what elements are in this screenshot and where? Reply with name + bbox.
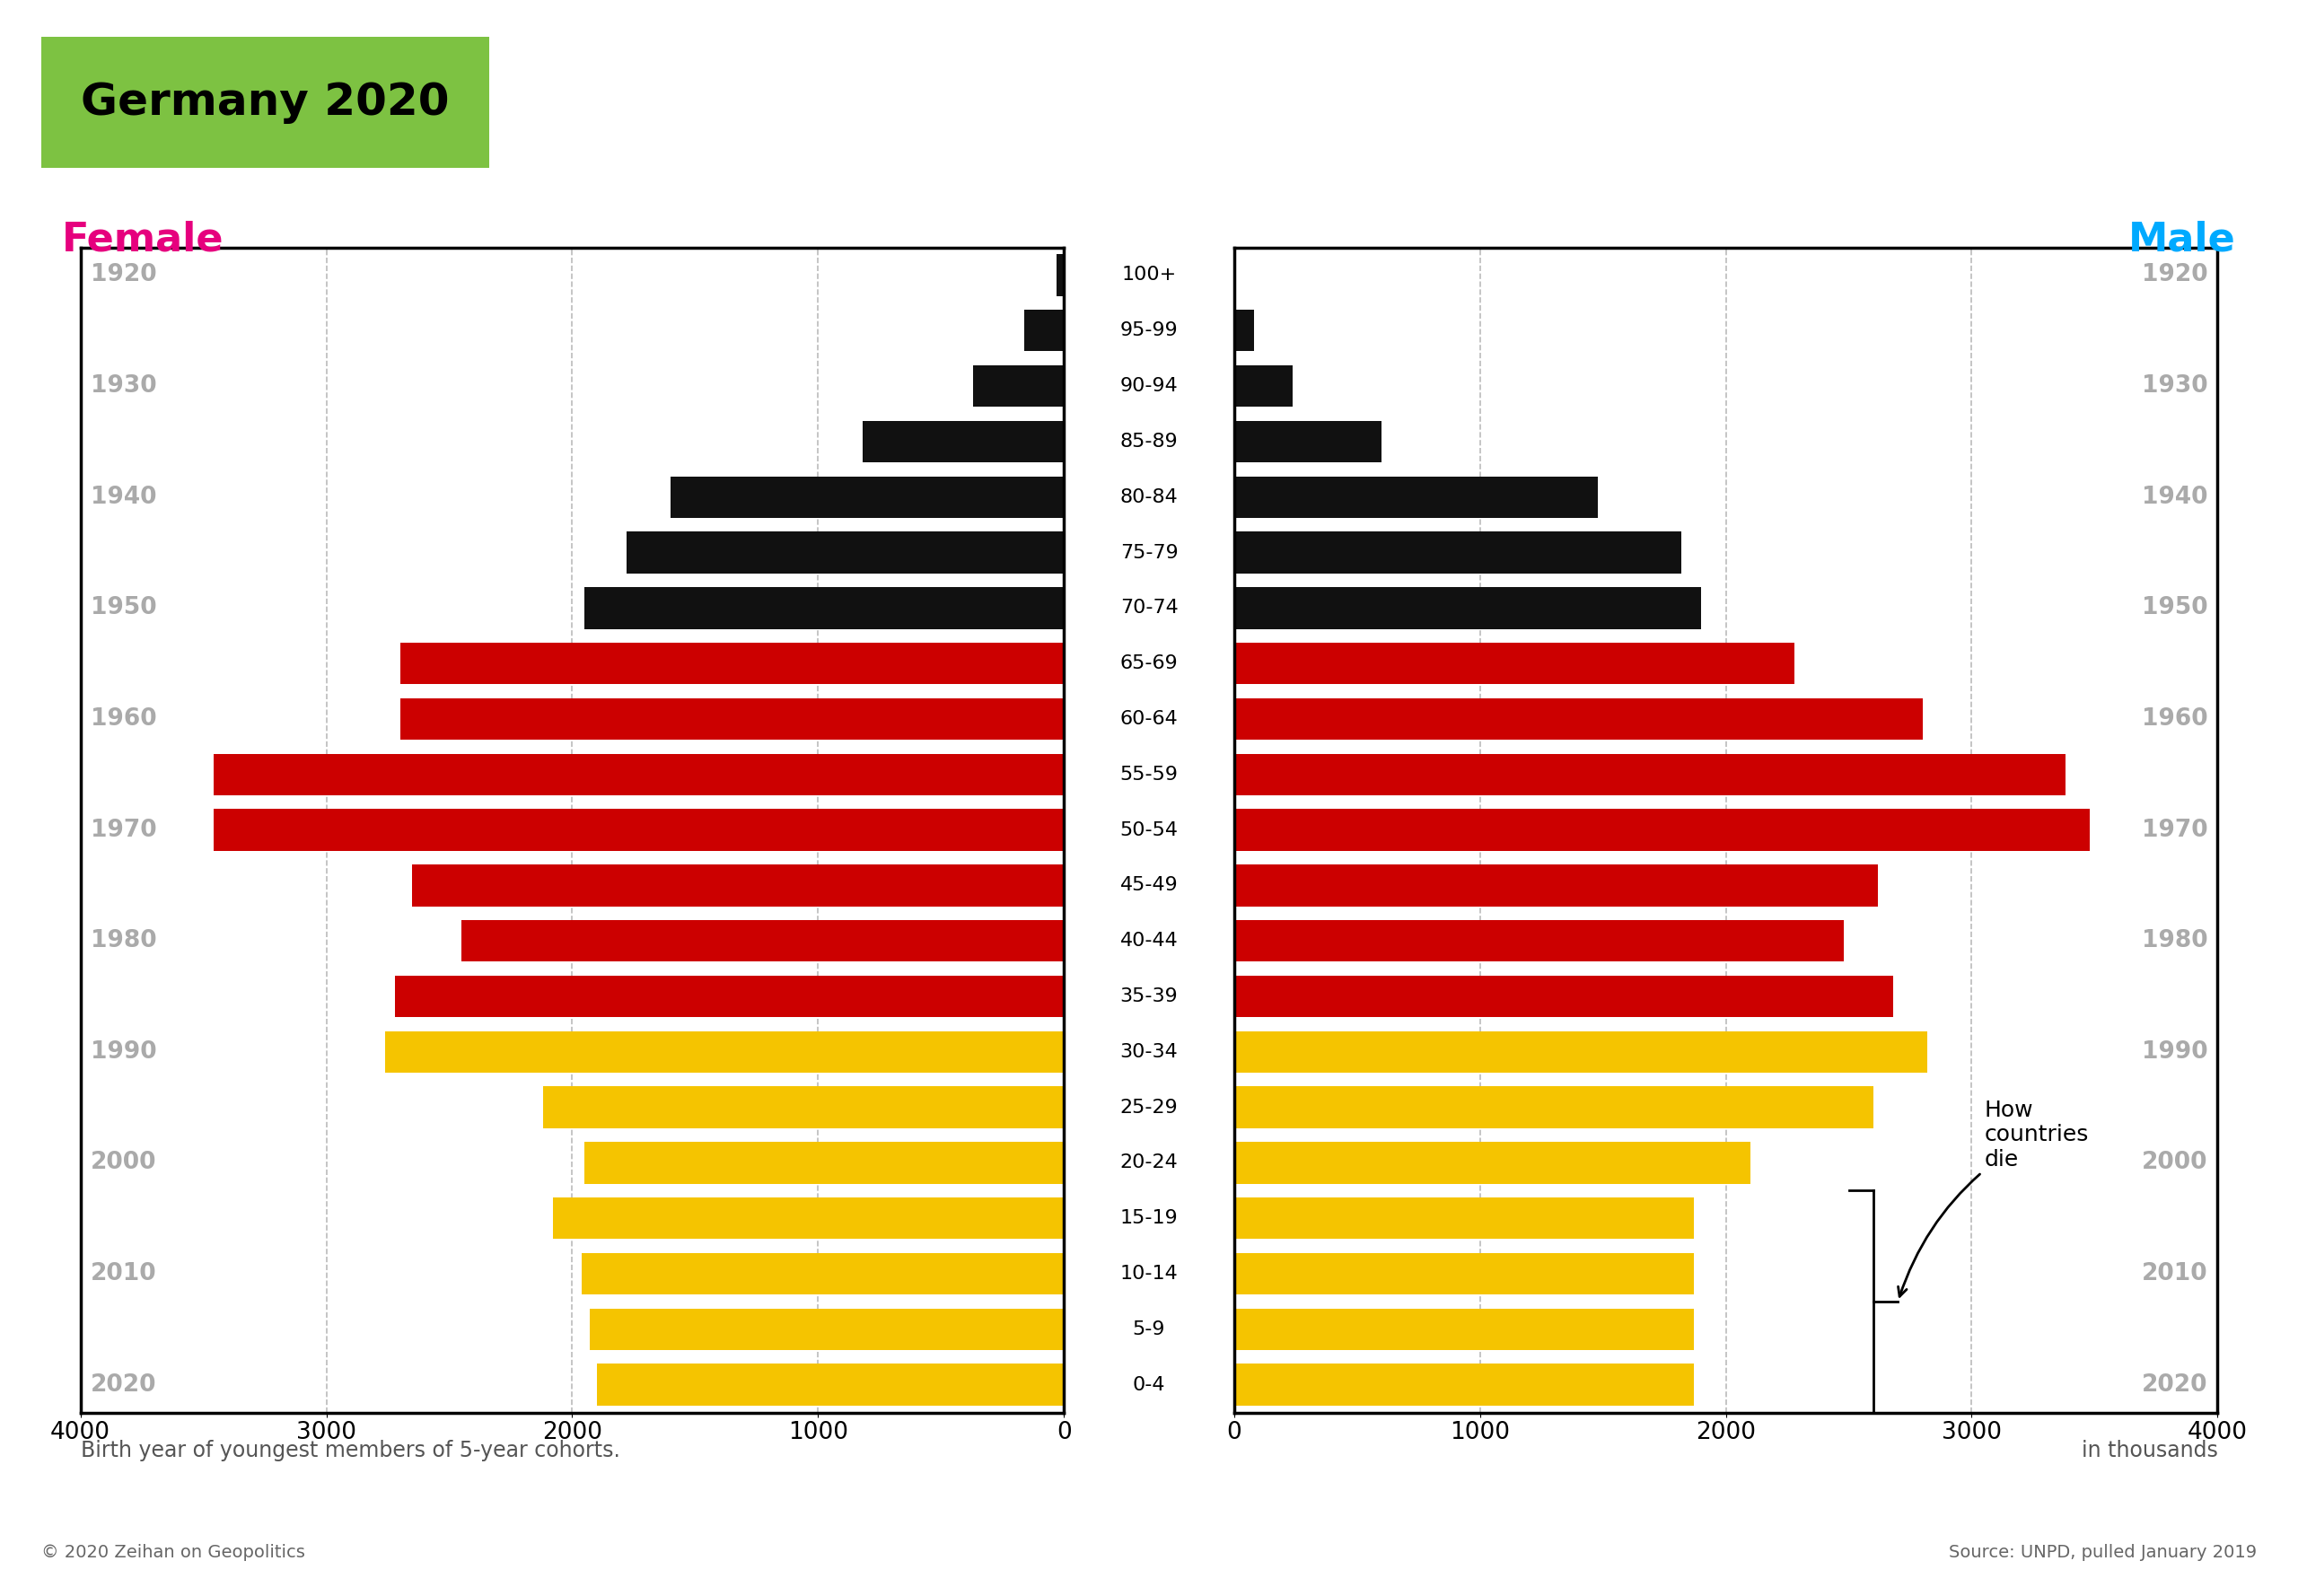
Text: 85-89: 85-89 (1119, 433, 1179, 450)
Text: 1970: 1970 (90, 819, 156, 841)
Bar (1234, 697, 1923, 741)
Bar (214, 753, 1064, 795)
Text: 70-74: 70-74 (1119, 598, 1179, 618)
Bar (1234, 865, 1877, 907)
Text: 1930: 1930 (2142, 375, 2208, 397)
Text: 20-24: 20-24 (1119, 1154, 1179, 1171)
Bar (462, 919, 1064, 962)
Bar (1234, 476, 1597, 517)
Text: How
countries
die: How countries die (1898, 1100, 2089, 1296)
Text: © 2020 Zeihan on Geopolitics: © 2020 Zeihan on Geopolitics (41, 1543, 306, 1561)
Text: 100+: 100+ (1121, 267, 1177, 284)
Text: 40-44: 40-44 (1119, 932, 1179, 950)
Text: 15-19: 15-19 (1119, 1210, 1179, 1227)
Text: 1920: 1920 (90, 263, 156, 287)
Bar (411, 865, 1064, 907)
Text: 2010: 2010 (2142, 1262, 2208, 1285)
Text: 1940: 1940 (90, 485, 156, 509)
Text: 2000: 2000 (90, 1151, 156, 1175)
Bar (1234, 587, 1701, 629)
Bar (1234, 1309, 1694, 1350)
Bar (1234, 254, 1236, 295)
Bar (671, 476, 1064, 517)
Text: 35-39: 35-39 (1119, 988, 1179, 1005)
Text: 10-14: 10-14 (1119, 1264, 1179, 1283)
Bar (1234, 1197, 1694, 1238)
Text: 1940: 1940 (2142, 485, 2208, 509)
Bar (584, 587, 1064, 629)
Text: 2020: 2020 (2142, 1373, 2208, 1396)
Bar (395, 975, 1064, 1017)
Bar (581, 1253, 1064, 1294)
Bar (400, 697, 1064, 741)
Bar (597, 1365, 1064, 1406)
Text: 75-79: 75-79 (1119, 544, 1179, 562)
Text: 1990: 1990 (90, 1041, 156, 1063)
Text: 25-29: 25-29 (1119, 1098, 1179, 1116)
Text: 1980: 1980 (2142, 929, 2208, 953)
Text: 80-84: 80-84 (1119, 488, 1179, 506)
Text: 1950: 1950 (2142, 597, 2208, 619)
Bar (1057, 254, 1064, 295)
Bar (214, 809, 1064, 851)
Bar (1234, 809, 2089, 851)
Bar (1234, 1365, 1694, 1406)
Bar (1234, 643, 1795, 685)
Text: 60-64: 60-64 (1119, 710, 1179, 728)
Bar (1234, 421, 1381, 463)
Bar (862, 421, 1064, 463)
Text: 1930: 1930 (90, 375, 156, 397)
Bar (588, 1309, 1064, 1350)
Bar (1234, 919, 1843, 962)
Text: 1950: 1950 (90, 597, 156, 619)
Text: 5-9: 5-9 (1133, 1320, 1165, 1337)
Text: Source: UNPD, pulled January 2019: Source: UNPD, pulled January 2019 (1949, 1543, 2257, 1561)
Text: 50-54: 50-54 (1119, 820, 1179, 839)
Text: Germany 2020: Germany 2020 (80, 81, 450, 123)
Text: 2010: 2010 (90, 1262, 156, 1285)
Bar (1234, 365, 1294, 407)
Bar (972, 365, 1064, 407)
Text: Birth year of youngest members of 5-year cohorts.: Birth year of youngest members of 5-year… (80, 1440, 620, 1460)
Bar (1234, 310, 1255, 351)
Text: in thousands: in thousands (2082, 1440, 2218, 1460)
Text: 1920: 1920 (2142, 263, 2208, 287)
Bar (386, 1031, 1064, 1073)
Text: 95-99: 95-99 (1119, 322, 1179, 340)
Bar (1234, 1031, 1928, 1073)
Text: 1970: 1970 (2142, 819, 2208, 841)
Bar (627, 531, 1064, 573)
Text: 65-69: 65-69 (1119, 654, 1179, 672)
Text: 1980: 1980 (90, 929, 156, 953)
Bar (552, 1197, 1064, 1238)
Text: 1990: 1990 (2142, 1041, 2208, 1063)
Text: 55-59: 55-59 (1119, 766, 1179, 784)
Bar (1234, 1253, 1694, 1294)
Text: 1960: 1960 (90, 707, 156, 731)
Text: 2020: 2020 (90, 1373, 156, 1396)
Text: 30-34: 30-34 (1119, 1042, 1179, 1061)
Bar (400, 643, 1064, 685)
Text: 90-94: 90-94 (1119, 377, 1179, 396)
Text: 2000: 2000 (2142, 1151, 2208, 1175)
Text: 1960: 1960 (2142, 707, 2208, 731)
Bar (584, 1143, 1064, 1184)
Bar (1025, 310, 1064, 351)
Text: Male: Male (2128, 220, 2236, 259)
Bar (542, 1087, 1064, 1128)
Bar (1234, 975, 1894, 1017)
Text: 0-4: 0-4 (1133, 1376, 1165, 1393)
Bar (1234, 753, 2066, 795)
Text: Female: Female (62, 220, 225, 259)
Text: 45-49: 45-49 (1119, 876, 1179, 894)
Bar (1234, 1143, 1751, 1184)
Bar (1234, 531, 1682, 573)
Bar (1234, 1087, 1873, 1128)
